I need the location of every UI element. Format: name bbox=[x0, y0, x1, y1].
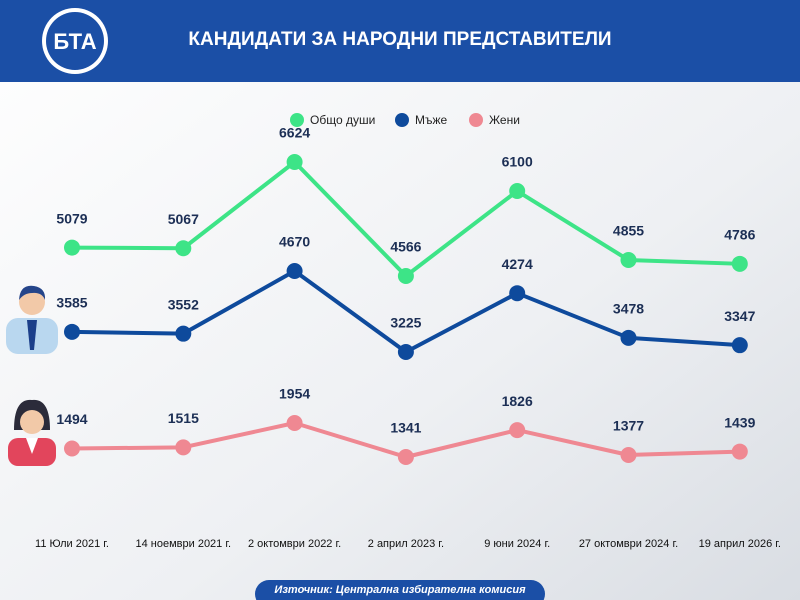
data-point bbox=[397, 449, 414, 465]
chart-title: КАНДИДАТИ ЗА НАРОДНИ ПРЕДСТАВИТЕЛИ bbox=[188, 29, 611, 50]
legend-swatch bbox=[395, 113, 409, 127]
legend-swatch bbox=[290, 113, 304, 127]
data-label: 4786 bbox=[724, 227, 755, 243]
data-label: 3478 bbox=[613, 301, 644, 317]
data-label: 3347 bbox=[724, 308, 755, 324]
data-label: 6100 bbox=[502, 154, 533, 170]
data-point bbox=[175, 240, 192, 257]
data-point bbox=[286, 154, 303, 170]
man-icon bbox=[6, 285, 58, 354]
data-point bbox=[175, 325, 192, 342]
data-point bbox=[286, 263, 303, 279]
data-point bbox=[64, 323, 80, 340]
data-label: 5079 bbox=[56, 210, 87, 226]
data-point bbox=[731, 255, 748, 272]
data-point bbox=[731, 443, 748, 460]
data-point bbox=[620, 329, 637, 346]
x-tick-label: 19 април 2026 г. bbox=[699, 538, 781, 550]
source: Източник: Централна избирателна комисия bbox=[274, 584, 526, 596]
x-tick-label: 2 април 2023 г. bbox=[368, 538, 444, 550]
data-label: 1377 bbox=[613, 418, 644, 434]
legend-label: Мъже bbox=[415, 113, 448, 127]
data-point bbox=[64, 440, 80, 457]
data-point bbox=[175, 439, 192, 456]
data-point bbox=[620, 447, 637, 464]
data-label: 1341 bbox=[390, 420, 421, 436]
x-tick-label: 9 юни 2024 г. bbox=[484, 538, 550, 550]
source-pill bbox=[255, 580, 545, 600]
data-point bbox=[509, 183, 526, 200]
data-point bbox=[397, 268, 414, 284]
data-point bbox=[509, 285, 526, 302]
data-point bbox=[509, 422, 526, 439]
data-label: 1954 bbox=[279, 386, 310, 402]
legend-swatch bbox=[469, 113, 483, 127]
data-label: 5067 bbox=[168, 211, 199, 227]
data-label: 1515 bbox=[168, 410, 199, 426]
header-bar bbox=[0, 0, 800, 82]
data-label: 4670 bbox=[279, 234, 310, 250]
data-label: 4566 bbox=[390, 239, 421, 255]
data-label: 3225 bbox=[390, 315, 421, 331]
data-point bbox=[286, 415, 303, 431]
legend-label: Жени bbox=[489, 113, 520, 127]
x-tick-label: 2 октомври 2022 г. bbox=[248, 538, 341, 550]
legend-label: Общо души bbox=[310, 113, 375, 127]
woman-icon bbox=[8, 399, 56, 466]
data-label: 4274 bbox=[502, 256, 533, 272]
x-tick-label: 14 ноември 2021 г. bbox=[136, 538, 232, 550]
data-label: 1494 bbox=[56, 411, 87, 427]
data-label: 3585 bbox=[56, 295, 87, 311]
data-point bbox=[64, 239, 80, 256]
data-label: 4855 bbox=[613, 223, 644, 239]
data-label: 1439 bbox=[724, 414, 755, 430]
data-point bbox=[731, 337, 748, 354]
logo-text: БТА bbox=[53, 29, 96, 54]
data-label: 6624 bbox=[279, 125, 310, 141]
logo-inner bbox=[46, 12, 104, 70]
data-label: 3552 bbox=[168, 296, 199, 312]
data-label: 1826 bbox=[502, 393, 533, 409]
x-tick-label: 11 Юли 2021 г. bbox=[35, 538, 109, 550]
x-tick-label: 27 октомври 2024 г. bbox=[579, 538, 678, 550]
data-point bbox=[620, 251, 637, 268]
data-point bbox=[397, 344, 414, 360]
